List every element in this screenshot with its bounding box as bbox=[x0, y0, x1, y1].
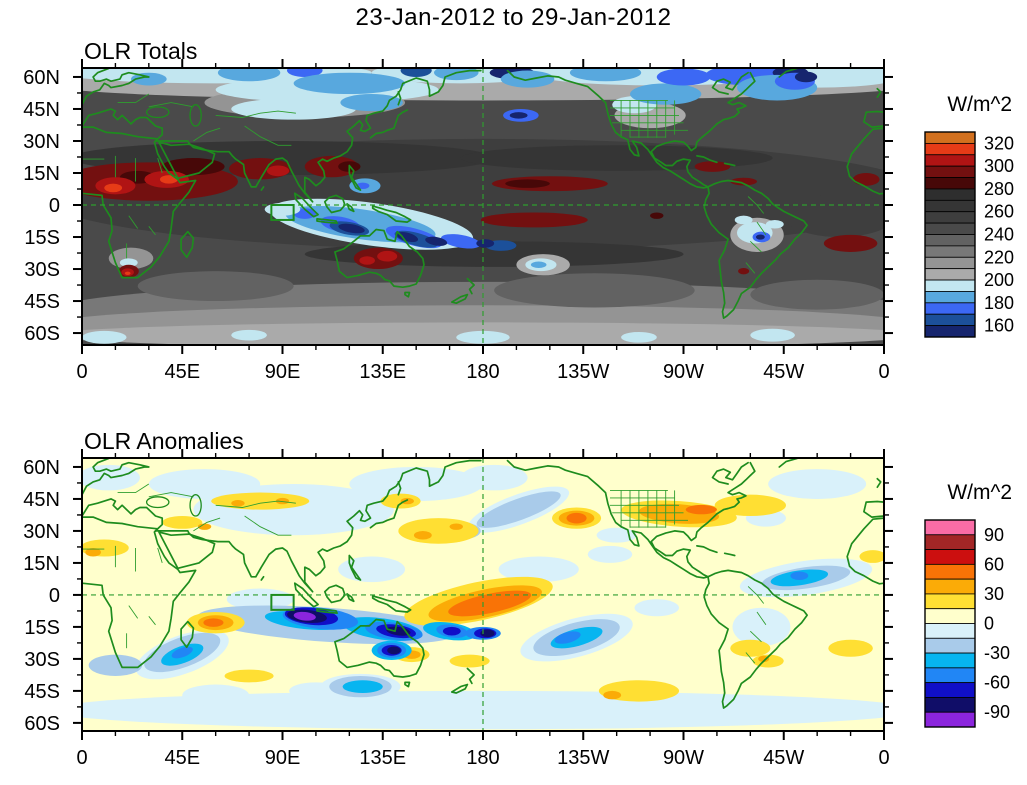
x-tick-label-olr-totals: 180 bbox=[466, 361, 499, 383]
x-tick-label-olr-totals: 135E bbox=[359, 361, 406, 383]
x-tick-label-olr-anomalies: 135W bbox=[557, 747, 609, 769]
figure-title: 23-Jan-2012 to 29-Jan-2012 bbox=[355, 4, 672, 31]
colorbar-tick-label-olr-totals: 260 bbox=[984, 202, 1014, 222]
colorbar-tick-label-olr-totals: 240 bbox=[984, 225, 1014, 245]
colorbar-tick-label-olr-totals: 160 bbox=[984, 316, 1014, 336]
map-area-olr-anomalies bbox=[82, 458, 884, 731]
y-tick-label-olr-totals: 45N bbox=[23, 99, 60, 121]
x-tick-label-olr-totals: 0 bbox=[76, 361, 87, 383]
colorbar-tick-label-olr-totals: 300 bbox=[984, 156, 1014, 176]
colorbar-tick-label-olr-totals: 200 bbox=[984, 270, 1014, 290]
map-area-olr-totals bbox=[82, 68, 884, 345]
y-tick-label-olr-anomalies: 0 bbox=[49, 585, 60, 607]
x-tick-label-olr-anomalies: 90E bbox=[265, 747, 301, 769]
x-tick-label-olr-totals: 90E bbox=[265, 361, 301, 383]
y-tick-label-olr-anomalies: 15N bbox=[23, 553, 60, 575]
x-tick-label-olr-totals: 135W bbox=[557, 361, 609, 383]
colorbar-tick-label-olr-anomalies: -30 bbox=[984, 643, 1010, 663]
colorbar-olr-anomalies: 90 60 30 0 -30 -60 -90 bbox=[924, 519, 1010, 728]
y-tick-label-olr-anomalies: 60S bbox=[24, 713, 60, 735]
y-tick-label-olr-totals: 60S bbox=[24, 323, 60, 345]
y-tick-label-olr-totals: 15N bbox=[23, 163, 60, 185]
x-tick-label-olr-totals: 90W bbox=[663, 361, 704, 383]
y-tick-label-olr-totals: 30N bbox=[23, 131, 60, 153]
index-box-olr-totals bbox=[270, 204, 295, 221]
panel-olr-anomalies: 0 45E 90E 135E 180 135W 90W 45W 0 60N 45N 30N 15N 0 15… bbox=[23, 449, 1010, 769]
y-tick-label-olr-totals: 45S bbox=[24, 291, 60, 313]
y-tick-label-olr-anomalies: 15S bbox=[24, 617, 60, 639]
y-tick-label-olr-totals: 30S bbox=[24, 259, 60, 281]
colorbar-tick-label-olr-anomalies: 30 bbox=[984, 584, 1004, 604]
y-tick-label-olr-totals: 60N bbox=[23, 67, 60, 89]
y-tick-label-olr-anomalies: 45S bbox=[24, 681, 60, 703]
panel-olr-totals: 0 45E 90E 135E 180 135W 90W 45W 0 60N 45N 30N 15N 0 15… bbox=[23, 59, 1014, 383]
x-tick-label-olr-totals: 45W bbox=[763, 361, 804, 383]
totals-colorbar-units-label: W/m^2 bbox=[947, 93, 1012, 116]
y-tick-label-olr-anomalies: 45N bbox=[23, 489, 60, 511]
axes-olr-totals: 0 45E 90E 135E 180 135W 90W 45W 0 60N 45N 30N 15N 0 15… bbox=[23, 59, 893, 383]
panel-title-olr-totals: OLR Totals bbox=[84, 38, 198, 64]
axes-olr-anomalies: 0 45E 90E 135E 180 135W 90W 45W 0 60N 45N 30N 15N 0 15… bbox=[23, 449, 893, 769]
x-tick-label-olr-anomalies: 0 bbox=[76, 747, 87, 769]
colorbar-tick-label-olr-totals: 320 bbox=[984, 133, 1014, 153]
x-tick-label-olr-anomalies: 45E bbox=[164, 747, 200, 769]
index-box-olr-anomalies bbox=[270, 593, 295, 611]
x-tick-label-olr-anomalies: 45W bbox=[763, 747, 804, 769]
colorbar-tick-label-olr-totals: 180 bbox=[984, 293, 1014, 313]
y-tick-label-olr-totals: 0 bbox=[49, 195, 60, 217]
x-tick-label-olr-anomalies: 90W bbox=[663, 747, 704, 769]
colorbar-tick-label-olr-anomalies: -60 bbox=[984, 673, 1010, 693]
y-tick-label-olr-anomalies: 30S bbox=[24, 649, 60, 671]
panel-title-olr-anomalies: OLR Anomalies bbox=[84, 428, 244, 454]
colorbar-tick-label-olr-anomalies: -90 bbox=[984, 702, 1010, 722]
colorbar-tick-label-olr-anomalies: 0 bbox=[984, 614, 994, 634]
x-tick-label-olr-anomalies: 135E bbox=[359, 747, 406, 769]
x-tick-label-olr-totals: 0 bbox=[878, 361, 889, 383]
colorbar-tick-label-olr-totals: 220 bbox=[984, 247, 1014, 267]
x-tick-label-olr-anomalies: 180 bbox=[466, 747, 499, 769]
colorbar-tick-label-olr-totals: 280 bbox=[984, 179, 1014, 199]
x-tick-label-olr-totals: 45E bbox=[164, 361, 200, 383]
y-tick-label-olr-anomalies: 60N bbox=[23, 457, 60, 479]
colorbar-tick-label-olr-anomalies: 90 bbox=[984, 525, 1004, 545]
y-tick-label-olr-anomalies: 30N bbox=[23, 521, 60, 543]
anomalies-colorbar-units-label: W/m^2 bbox=[947, 481, 1012, 504]
colorbar-tick-label-olr-anomalies: 60 bbox=[984, 554, 1004, 574]
y-tick-label-olr-totals: 15S bbox=[24, 227, 60, 249]
x-tick-label-olr-anomalies: 0 bbox=[878, 747, 889, 769]
